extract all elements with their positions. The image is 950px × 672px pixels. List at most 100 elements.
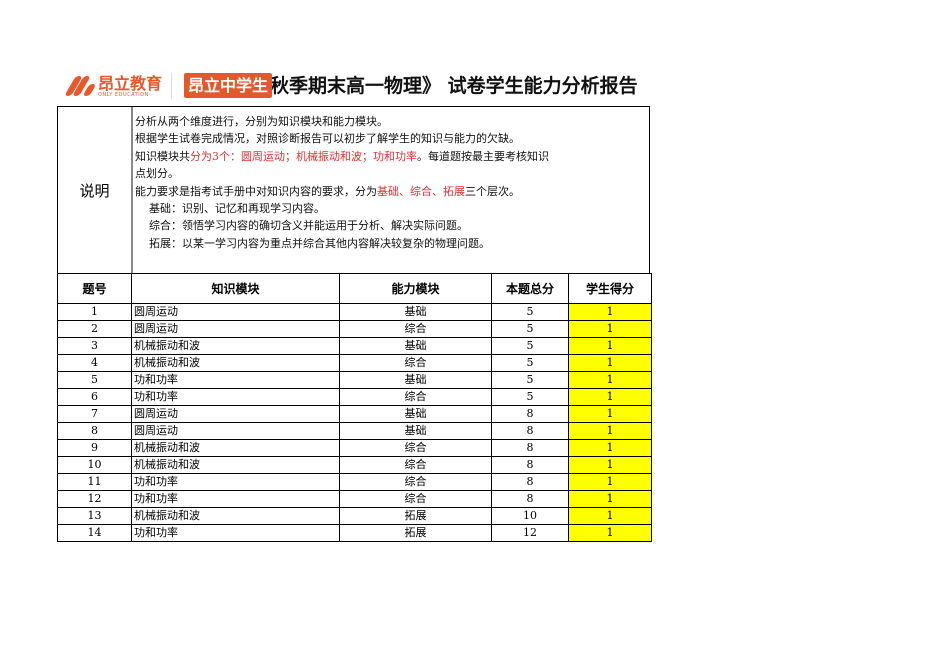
header-student-score: 学生得分 (568, 273, 652, 304)
header-total-score: 本题总分 (491, 273, 569, 304)
desc-text: 。每道题按最主要考核知识 (417, 149, 549, 163)
table-header-row: 题号 知识模块 能力模块 本题总分 学生得分 (57, 273, 652, 304)
cell-question-no[interactable]: 13 (57, 507, 132, 525)
desc-emphasis: 基础、综合、拓展 (377, 184, 465, 198)
table-row: 14 功和功率 拓展 12 1 (57, 524, 652, 542)
cell-question-no[interactable]: 2 (57, 320, 132, 338)
table-row: 6 功和功率 综合 5 1 (57, 388, 652, 406)
description-label: 说明 (58, 107, 133, 274)
cell-knowledge-module[interactable]: 功和功率 (131, 388, 340, 406)
cell-knowledge-module[interactable]: 圆周运动 (131, 303, 340, 321)
table-row: 3 机械振动和波 基础 5 1 (57, 337, 652, 355)
cell-question-no[interactable]: 8 (57, 422, 132, 440)
brand-badge: 昂立中学生 (184, 73, 272, 98)
desc-line: 基础：识别、记忆和再现学习内容。 (149, 202, 325, 216)
cell-student-score[interactable]: 1 (568, 388, 652, 406)
cell-knowledge-module[interactable]: 功和功率 (131, 524, 340, 542)
brand-logo: 昂立教育 ONLY EDUCATION (64, 70, 162, 102)
header-knowledge-module: 知识模块 (131, 273, 340, 304)
description-text: 分析从两个维度进行，分别为知识模块和能力模块。 根据学生试卷完成情况，对照诊断报… (135, 113, 549, 252)
cell-question-no[interactable]: 14 (57, 524, 132, 542)
cell-question-no[interactable]: 5 (57, 371, 132, 389)
cell-question-no[interactable]: 6 (57, 388, 132, 406)
cell-ability-module[interactable]: 综合 (339, 490, 492, 508)
cell-knowledge-module[interactable]: 圆周运动 (131, 405, 340, 423)
desc-line: 知识模块共分为3个：圆周运动；机械振动和波；功和功率。每道题按最主要考核知识 (135, 148, 549, 165)
desc-line: 综合：领悟学习内容的确切含义并能运用于分析、解决实际问题。 (149, 219, 468, 233)
cell-student-score[interactable]: 1 (568, 405, 652, 423)
table-row: 5 功和功率 基础 5 1 (57, 371, 652, 389)
cell-question-no[interactable]: 3 (57, 337, 132, 355)
cell-total-score[interactable]: 5 (491, 354, 569, 372)
cell-total-score[interactable]: 5 (491, 371, 569, 389)
table-row: 2 圆周运动 综合 5 1 (57, 320, 652, 338)
table-row: 1 圆周运动 基础 5 1 (57, 303, 652, 321)
cell-total-score[interactable]: 8 (491, 405, 569, 423)
cell-ability-module[interactable]: 基础 (339, 303, 492, 321)
cell-total-score[interactable]: 10 (491, 507, 569, 525)
cell-knowledge-module[interactable]: 圆周运动 (131, 422, 340, 440)
cell-knowledge-module[interactable]: 功和功率 (131, 490, 340, 508)
cell-ability-module[interactable]: 拓展 (339, 524, 492, 542)
table-row: 7 圆周运动 基础 8 1 (57, 405, 652, 423)
cell-total-score[interactable]: 12 (491, 524, 569, 542)
cell-question-no[interactable]: 4 (57, 354, 132, 372)
header-ability-module: 能力模块 (339, 273, 492, 304)
cell-student-score[interactable]: 1 (568, 507, 652, 525)
cell-ability-module[interactable]: 综合 (339, 473, 492, 491)
cell-knowledge-module[interactable]: 圆周运动 (131, 320, 340, 338)
cell-total-score[interactable]: 8 (491, 422, 569, 440)
cell-ability-module[interactable]: 基础 (339, 422, 492, 440)
cell-ability-module[interactable]: 拓展 (339, 507, 492, 525)
cell-knowledge-module[interactable]: 功和功率 (131, 371, 340, 389)
cell-student-score[interactable]: 1 (568, 439, 652, 457)
cell-ability-module[interactable]: 综合 (339, 388, 492, 406)
cell-question-no[interactable]: 11 (57, 473, 132, 491)
cell-student-score[interactable]: 1 (568, 490, 652, 508)
cell-question-no[interactable]: 12 (57, 490, 132, 508)
desc-text: 能力要求是指考试手册中对知识内容的要求，分为 (135, 184, 377, 198)
cell-student-score[interactable]: 1 (568, 337, 652, 355)
cell-student-score[interactable]: 1 (568, 524, 652, 542)
header-question-no: 题号 (57, 273, 132, 304)
cell-total-score[interactable]: 5 (491, 320, 569, 338)
cell-knowledge-module[interactable]: 机械振动和波 (131, 507, 340, 525)
cell-ability-module[interactable]: 综合 (339, 439, 492, 457)
cell-ability-module[interactable]: 综合 (339, 354, 492, 372)
cell-student-score[interactable]: 1 (568, 354, 652, 372)
cell-knowledge-module[interactable]: 功和功率 (131, 473, 340, 491)
cell-student-score[interactable]: 1 (568, 422, 652, 440)
cell-total-score[interactable]: 5 (491, 337, 569, 355)
cell-knowledge-module[interactable]: 机械振动和波 (131, 456, 340, 474)
cell-knowledge-module[interactable]: 机械振动和波 (131, 439, 340, 457)
cell-question-no[interactable]: 10 (57, 456, 132, 474)
cell-total-score[interactable]: 8 (491, 456, 569, 474)
cell-total-score[interactable]: 5 (491, 388, 569, 406)
table-row: 9 机械振动和波 综合 8 1 (57, 439, 652, 457)
table-row: 11 功和功率 综合 8 1 (57, 473, 652, 491)
cell-ability-module[interactable]: 基础 (339, 405, 492, 423)
cell-student-score[interactable]: 1 (568, 456, 652, 474)
cell-total-score[interactable]: 5 (491, 303, 569, 321)
cell-student-score[interactable]: 1 (568, 303, 652, 321)
cell-student-score[interactable]: 1 (568, 320, 652, 338)
cell-total-score[interactable]: 8 (491, 490, 569, 508)
page-title: 秋季期末高一物理》 试卷学生能力分析报告 (270, 75, 638, 97)
cell-knowledge-module[interactable]: 机械振动和波 (131, 337, 340, 355)
cell-ability-module[interactable]: 基础 (339, 371, 492, 389)
cell-student-score[interactable]: 1 (568, 473, 652, 491)
cell-knowledge-module[interactable]: 机械振动和波 (131, 354, 340, 372)
cell-question-no[interactable]: 7 (57, 405, 132, 423)
cell-ability-module[interactable]: 综合 (339, 456, 492, 474)
cell-question-no[interactable]: 9 (57, 439, 132, 457)
cell-student-score[interactable]: 1 (568, 371, 652, 389)
desc-line: 根据学生试卷完成情况，对照诊断报告可以初步了解学生的知识与能力的欠缺。 (135, 132, 520, 146)
desc-text: 三个层次。 (465, 184, 520, 198)
logo-icon (64, 73, 97, 99)
desc-emphasis: 分为3个：圆周运动；机械振动和波；功和功率 (190, 149, 417, 163)
cell-question-no[interactable]: 1 (57, 303, 132, 321)
cell-total-score[interactable]: 8 (491, 439, 569, 457)
cell-total-score[interactable]: 8 (491, 473, 569, 491)
cell-ability-module[interactable]: 基础 (339, 337, 492, 355)
cell-ability-module[interactable]: 综合 (339, 320, 492, 338)
